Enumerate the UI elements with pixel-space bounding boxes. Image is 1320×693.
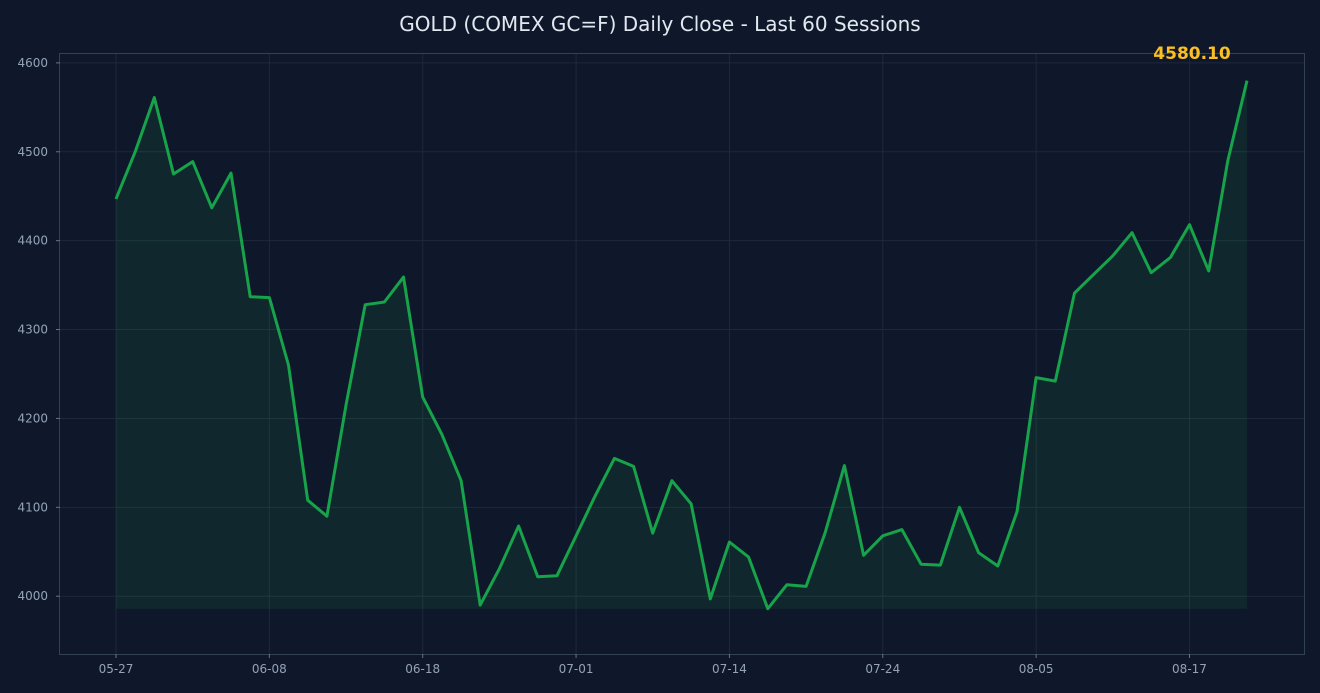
data-point bbox=[249, 295, 252, 298]
data-point bbox=[1111, 254, 1114, 257]
data-point bbox=[939, 564, 942, 567]
data-point bbox=[172, 173, 175, 176]
data-point bbox=[766, 607, 769, 610]
data-point bbox=[862, 554, 865, 557]
data-point bbox=[153, 96, 156, 99]
data-point bbox=[843, 464, 846, 467]
data-point bbox=[690, 502, 693, 505]
data-point bbox=[1130, 231, 1133, 234]
data-point bbox=[1092, 273, 1095, 276]
data-point bbox=[460, 479, 463, 482]
y-tick-label: 4200 bbox=[17, 411, 48, 425]
x-tick-label: 05-27 bbox=[99, 662, 134, 676]
data-point bbox=[958, 506, 961, 509]
data-point bbox=[383, 301, 386, 304]
data-point bbox=[498, 567, 501, 570]
data-point bbox=[555, 574, 558, 577]
y-axis: 4000 4100 4200 4300 4400 4500 4600 bbox=[17, 56, 60, 603]
data-point bbox=[651, 532, 654, 535]
data-point bbox=[575, 534, 578, 537]
data-point bbox=[421, 396, 424, 399]
y-tick-label: 4400 bbox=[17, 234, 48, 248]
data-point bbox=[900, 528, 903, 531]
data-point bbox=[191, 160, 194, 163]
data-point bbox=[785, 583, 788, 586]
data-point bbox=[1169, 256, 1172, 259]
data-point bbox=[805, 585, 808, 588]
data-point bbox=[440, 433, 443, 436]
data-point bbox=[824, 531, 827, 534]
data-point bbox=[977, 551, 980, 554]
chart-title: GOLD (COMEX GC=F) Daily Close - Last 60 … bbox=[399, 12, 920, 36]
y-tick-label: 4000 bbox=[17, 589, 48, 603]
data-point bbox=[1207, 269, 1210, 272]
data-point bbox=[996, 565, 999, 568]
x-tick-label: 06-08 bbox=[252, 662, 287, 676]
data-point bbox=[287, 364, 290, 367]
series-area-fill bbox=[116, 80, 1247, 609]
data-point bbox=[536, 575, 539, 578]
data-point bbox=[613, 457, 616, 460]
data-point bbox=[709, 597, 712, 600]
data-point bbox=[345, 404, 348, 407]
data-point bbox=[210, 206, 213, 209]
data-point bbox=[230, 172, 233, 175]
data-point bbox=[920, 563, 923, 566]
series-line bbox=[114, 80, 1249, 611]
x-tick-label: 06-18 bbox=[405, 662, 440, 676]
data-point bbox=[1150, 271, 1153, 274]
grid-layer bbox=[60, 54, 1304, 654]
plot-frame bbox=[59, 53, 1305, 655]
data-point bbox=[1073, 292, 1076, 295]
data-point bbox=[517, 525, 520, 528]
data-point bbox=[364, 303, 367, 306]
data-point bbox=[268, 296, 271, 299]
x-tick-label: 07-24 bbox=[865, 662, 900, 676]
x-tick-label: 07-14 bbox=[712, 662, 747, 676]
data-point bbox=[115, 197, 118, 200]
y-tick-label: 4300 bbox=[17, 323, 48, 337]
data-point bbox=[747, 556, 750, 559]
data-point bbox=[1035, 376, 1038, 379]
y-tick-label: 4500 bbox=[17, 145, 48, 159]
data-point bbox=[594, 494, 597, 497]
data-point bbox=[670, 479, 673, 482]
data-point bbox=[325, 515, 328, 518]
last-value-label: 4580.10 bbox=[1153, 44, 1231, 64]
data-point bbox=[1188, 223, 1191, 226]
x-tick-label: 07-01 bbox=[559, 662, 594, 676]
data-point bbox=[1015, 510, 1018, 513]
x-axis: 05-27 06-08 06-18 07-01 07-14 07-24 08-05 08-17 bbox=[99, 654, 1207, 676]
data-point bbox=[1054, 380, 1057, 383]
y-tick-label: 4600 bbox=[17, 56, 48, 70]
data-point bbox=[306, 499, 309, 502]
data-point bbox=[1226, 159, 1229, 162]
data-point bbox=[402, 276, 405, 279]
data-point bbox=[134, 150, 137, 153]
x-tick-label: 08-17 bbox=[1172, 662, 1207, 676]
data-point bbox=[881, 534, 884, 537]
data-point bbox=[1246, 79, 1249, 82]
data-point bbox=[632, 465, 635, 468]
x-tick-label: 08-05 bbox=[1019, 662, 1054, 676]
data-point bbox=[728, 541, 731, 544]
y-tick-label: 4100 bbox=[17, 500, 48, 514]
data-point bbox=[479, 604, 482, 607]
